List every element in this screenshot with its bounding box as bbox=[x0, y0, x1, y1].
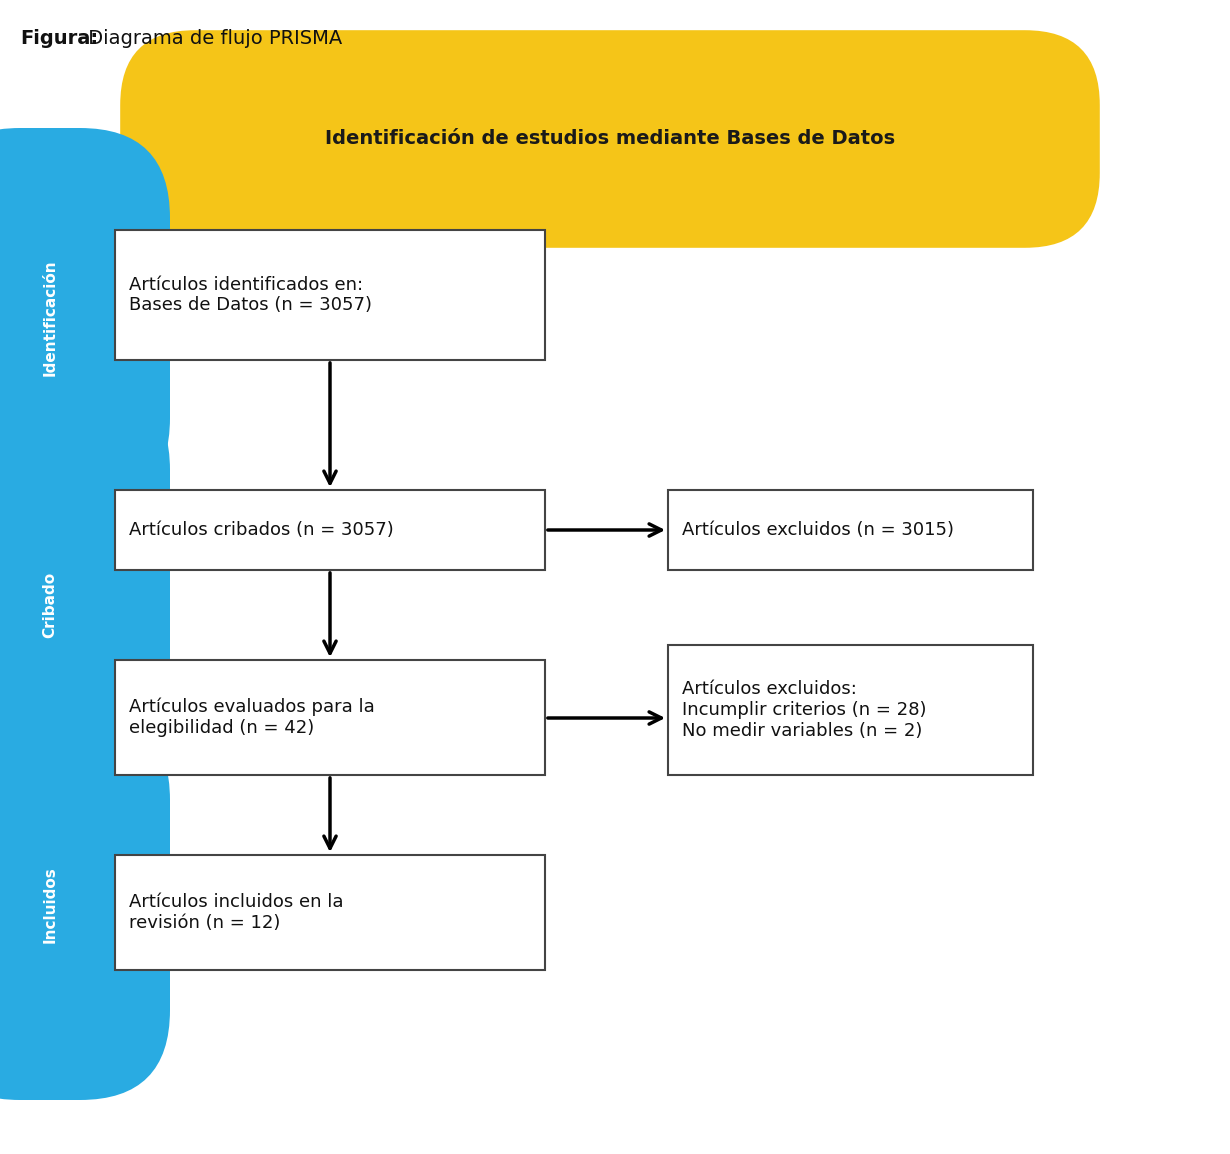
Text: Diagrama de flujo PRISMA: Diagrama de flujo PRISMA bbox=[82, 29, 342, 47]
FancyBboxPatch shape bbox=[0, 128, 170, 508]
Text: Artículos incluidos en la
revisión (n = 12): Artículos incluidos en la revisión (n = … bbox=[129, 893, 343, 932]
Bar bbox=[114, 855, 545, 971]
Bar bbox=[668, 490, 1033, 570]
Bar bbox=[114, 660, 545, 775]
FancyBboxPatch shape bbox=[0, 380, 170, 830]
Text: Artículos identificados en:
Bases de Datos (n = 3057): Artículos identificados en: Bases de Dat… bbox=[129, 276, 371, 314]
Bar bbox=[114, 230, 545, 360]
FancyBboxPatch shape bbox=[121, 30, 1100, 248]
Bar bbox=[114, 490, 545, 570]
Bar bbox=[668, 645, 1033, 775]
Text: Figura:: Figura: bbox=[20, 29, 98, 47]
FancyBboxPatch shape bbox=[0, 710, 170, 1100]
Text: Artículos cribados (n = 3057): Artículos cribados (n = 3057) bbox=[129, 520, 394, 539]
Text: Identificación de estudios mediante Bases de Datos: Identificación de estudios mediante Base… bbox=[325, 129, 895, 149]
Text: Cribado: Cribado bbox=[43, 572, 58, 638]
Text: Artículos excluidos (n = 3015): Artículos excluidos (n = 3015) bbox=[681, 520, 954, 539]
Text: Artículos evaluados para la
elegibilidad (n = 42): Artículos evaluados para la elegibilidad… bbox=[129, 698, 375, 737]
Text: Incluidos: Incluidos bbox=[43, 867, 58, 943]
Text: Identificación: Identificación bbox=[43, 260, 58, 376]
Text: Artículos excluidos:
Incumplir criterios (n = 28)
No medir variables (n = 2): Artículos excluidos: Incumplir criterios… bbox=[681, 680, 926, 740]
